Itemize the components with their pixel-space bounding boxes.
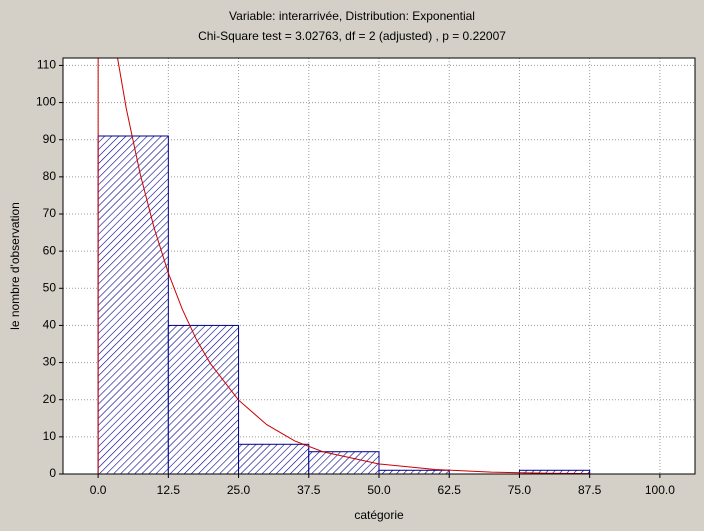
chart-subtitle: Chi-Square test = 3.02763, df = 2 (adjus… <box>198 29 506 43</box>
y-tick-label: 60 <box>43 243 57 257</box>
x-tick-label: 50.0 <box>367 483 391 497</box>
y-tick-label: 0 <box>49 466 56 480</box>
plot-border <box>62 57 696 475</box>
x-tick-label: 37.5 <box>297 483 321 497</box>
x-tick-label: 0.0 <box>90 483 107 497</box>
histogram-bar <box>97 135 169 474</box>
chart-title: Variable: interarrivée, Distribution: Ex… <box>229 9 475 23</box>
histogram-bar <box>238 443 310 474</box>
fitted-curve <box>97 58 590 474</box>
y-tick-label: 70 <box>43 206 57 220</box>
x-tick-label: 75.0 <box>508 483 532 497</box>
plot-content <box>63 58 695 474</box>
y-tick-label: 50 <box>43 280 57 294</box>
histogram-bar <box>378 469 450 474</box>
y-tick-label: 110 <box>37 58 56 72</box>
x-tick-label: 87.5 <box>578 483 602 497</box>
x-tick-label: 100.0 <box>645 483 675 497</box>
x-tick-label: 12.5 <box>157 483 181 497</box>
y-tick-label: 100 <box>36 95 56 109</box>
y-tick-label: 80 <box>43 169 57 183</box>
histogram-bar <box>308 451 380 474</box>
x-tick-label: 62.5 <box>438 483 462 497</box>
y-tick-label: 90 <box>43 132 57 146</box>
y-tick-label: 30 <box>43 355 57 369</box>
histogram-bar <box>167 324 240 474</box>
y-tick-label: 20 <box>43 392 57 406</box>
x-axis-label: catégorie <box>354 508 404 522</box>
y-tick-label: 10 <box>43 429 57 443</box>
x-tick-label: 25.0 <box>227 483 251 497</box>
y-axis-label: le nombre d'observation <box>8 202 22 330</box>
y-tick-label: 40 <box>43 318 57 332</box>
